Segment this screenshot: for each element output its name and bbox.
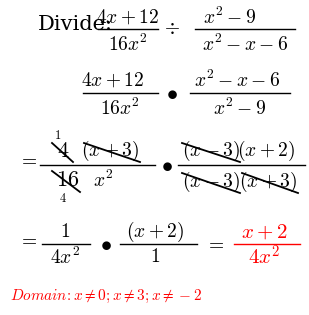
Text: $1$: $1$: [54, 129, 62, 141]
Text: $=$: $=$: [205, 235, 225, 253]
Text: $\bullet$: $\bullet$: [100, 233, 112, 255]
Text: $4x+12$: $4x+12$: [96, 8, 160, 26]
Text: $16x^2$: $16x^2$: [108, 33, 148, 54]
Text: $4x+12$: $4x+12$: [81, 71, 145, 89]
Text: $(x+2)$: $(x+2)$: [237, 139, 295, 163]
Text: $16$: $16$: [56, 169, 80, 191]
Text: $=$: $=$: [18, 151, 37, 169]
Text: $16x^2$: $16x^2$: [100, 97, 140, 119]
Text: $x+2$: $x+2$: [241, 222, 287, 242]
Text: $\bullet$: $\bullet$: [161, 154, 173, 176]
Text: $(x+3)$: $(x+3)$: [81, 139, 139, 163]
Text: $4x^2$: $4x^2$: [248, 245, 280, 269]
Text: $(x+3)$: $(x+3)$: [239, 170, 297, 194]
Text: $x^2-9$: $x^2-9$: [203, 6, 257, 28]
Text: $\div$: $\div$: [164, 20, 180, 38]
Text: $x^2$: $x^2$: [93, 169, 113, 191]
Text: $\bullet$: $\bullet$: [166, 82, 178, 104]
Text: $4$: $4$: [57, 140, 69, 162]
Text: $x^2-x-6$: $x^2-x-6$: [194, 69, 280, 91]
Text: $=$: $=$: [18, 231, 37, 249]
Text: $1$: $1$: [60, 223, 70, 241]
Text: $1$: $1$: [150, 248, 160, 266]
Text: $(x+2)$: $(x+2)$: [126, 220, 184, 244]
Text: $4x^2$: $4x^2$: [50, 246, 80, 268]
Text: $(x-3)$: $(x-3)$: [182, 139, 240, 163]
Text: $(x-3)$: $(x-3)$: [182, 170, 240, 194]
Text: Divide:: Divide:: [38, 15, 113, 35]
Text: $x^2-x-6$: $x^2-x-6$: [202, 33, 288, 54]
Text: $Domain\!: x\neq 0; x\neq 3; x\neq -2$: $Domain\!: x\neq 0; x\neq 3; x\neq -2$: [10, 288, 202, 305]
Text: $4$: $4$: [59, 192, 67, 204]
Text: $x^2-9$: $x^2-9$: [213, 97, 267, 119]
